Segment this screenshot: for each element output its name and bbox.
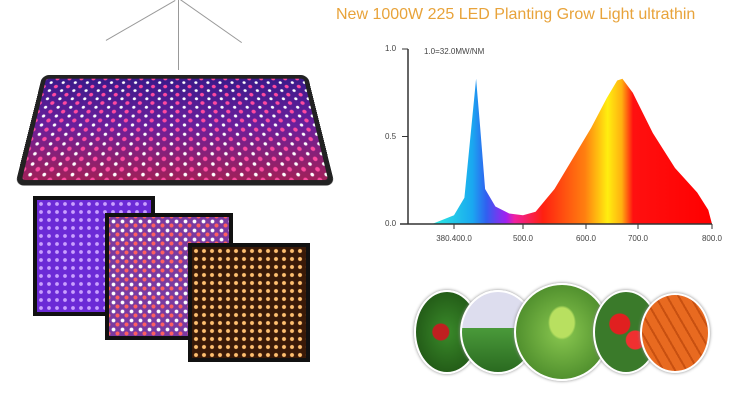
y-tick-label: 0.5 bbox=[385, 131, 397, 141]
y-tick-label: 1.0 bbox=[385, 44, 397, 53]
x-tick-label: 500.0 bbox=[512, 234, 534, 243]
x-tick-label: 700.0 bbox=[627, 234, 649, 243]
y-tick-label: 0.0 bbox=[385, 219, 397, 228]
x-tick-label: 800.0 bbox=[701, 234, 723, 243]
carrot-photo bbox=[640, 293, 710, 373]
wire bbox=[178, 0, 179, 70]
tulip-photo bbox=[593, 290, 659, 374]
product-title: New 1000W 225 LED Planting Grow Light ul… bbox=[336, 6, 696, 23]
x-tick-label: 380.400.0 bbox=[436, 234, 472, 243]
x-tick-label: 600.0 bbox=[575, 234, 597, 243]
spectrum-area bbox=[432, 78, 712, 224]
warm-panel-image bbox=[188, 243, 310, 362]
chart-annotation: 1.0=32.0MW/NM bbox=[424, 47, 485, 56]
